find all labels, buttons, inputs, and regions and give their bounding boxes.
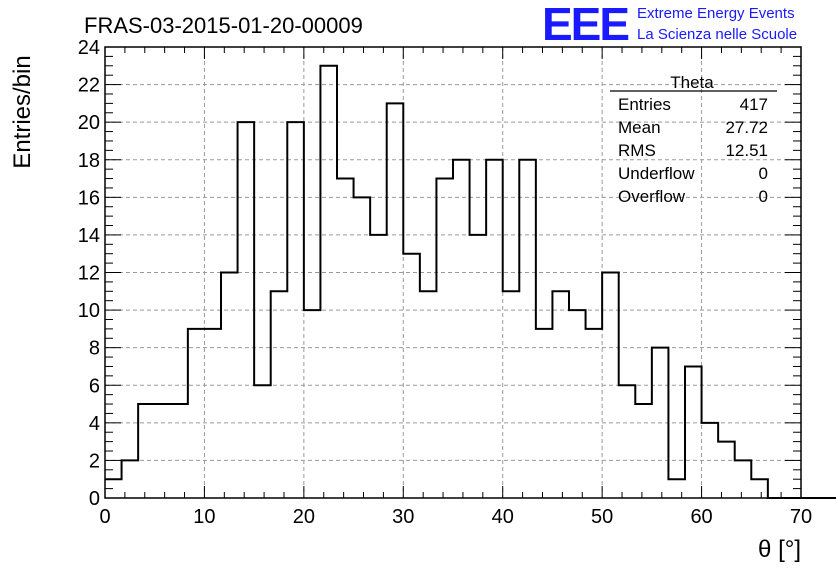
y-tick-label: 12 — [78, 263, 100, 285]
y-tick-label: 24 — [78, 37, 100, 59]
stats-label-rms: RMS — [618, 141, 656, 160]
y-tick-label: 6 — [89, 375, 100, 397]
y-tick-label: 20 — [78, 112, 100, 134]
y-axis-label: Entries/bin — [9, 55, 36, 168]
chart-title: FRAS-03-2015-01-20-00009 — [84, 13, 363, 38]
stats-value-mean: 27.72 — [725, 118, 768, 137]
stats-value-rms: 12.51 — [725, 141, 768, 160]
x-tick-label: 30 — [392, 506, 414, 528]
axis-ticks — [104, 46, 802, 499]
x-tick-label: 20 — [293, 506, 315, 528]
y-tick-label: 10 — [78, 300, 100, 322]
x-tick-label: 60 — [690, 506, 712, 528]
y-tick-label: 8 — [89, 338, 100, 360]
eee-logo: EEE — [542, 0, 628, 50]
logo-line-1: Extreme Energy Events — [637, 5, 795, 22]
y-tick-label: 0 — [89, 488, 100, 510]
x-axis-label: θ [°] — [758, 536, 801, 563]
histogram-series-line — [105, 64, 836, 499]
stats-value-overflow: 0 — [759, 187, 768, 206]
logo-line-2: La Scienza nelle Scuole — [637, 26, 797, 43]
y-tick-label: 2 — [89, 450, 100, 472]
stats-label-overflow: Overflow — [618, 187, 686, 206]
stats-value-entries: 417 — [740, 95, 768, 114]
stats-value-underflow: 0 — [759, 164, 768, 183]
y-tick-label: 16 — [78, 187, 100, 209]
y-tick-label: 22 — [78, 75, 100, 97]
x-tick-labels: 0 10 20 30 40 50 60 70 — [99, 506, 812, 528]
y-tick-label: 4 — [89, 413, 100, 435]
y-tick-label: 18 — [78, 150, 100, 172]
x-tick-label: 70 — [790, 506, 812, 528]
y-tick-label: 14 — [78, 225, 100, 247]
grid-lines — [105, 47, 801, 498]
x-tick-label: 0 — [99, 506, 110, 528]
stats-box: Theta Entries 417 Mean 27.72 RMS 12.51 U… — [610, 73, 777, 206]
x-tick-label: 40 — [492, 506, 514, 528]
x-tick-label: 10 — [193, 506, 215, 528]
stats-label-underflow: Underflow — [618, 164, 695, 183]
stats-label-entries: Entries — [618, 95, 671, 114]
stats-label-mean: Mean — [618, 118, 661, 137]
stats-box-title: Theta — [670, 73, 714, 92]
x-tick-label: 50 — [591, 506, 613, 528]
